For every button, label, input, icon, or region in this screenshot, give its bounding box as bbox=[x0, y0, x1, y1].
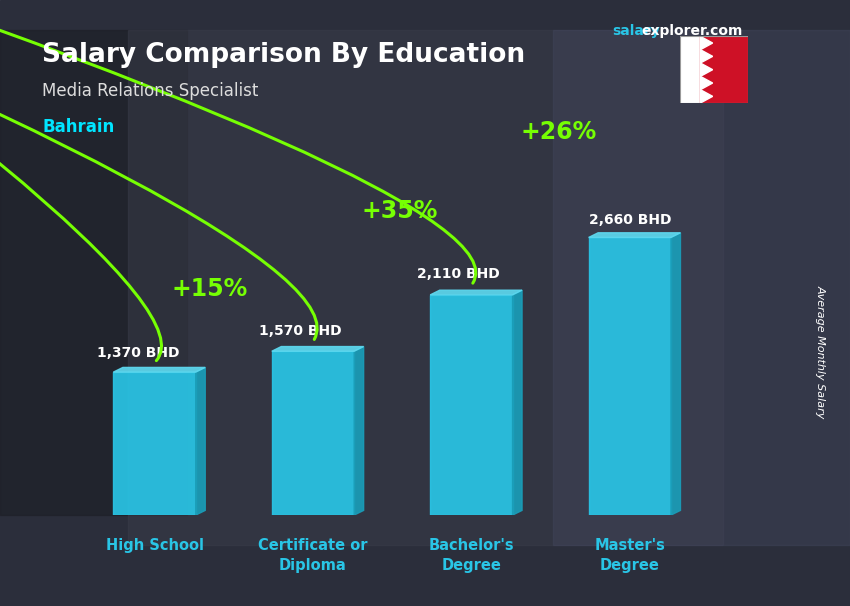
Bar bbox=[680, 36, 700, 103]
Text: Media Relations Specialist: Media Relations Specialist bbox=[42, 82, 259, 100]
Text: +15%: +15% bbox=[172, 277, 248, 301]
Text: Bachelor's
Degree: Bachelor's Degree bbox=[428, 538, 514, 573]
Bar bbox=[700, 36, 748, 103]
Polygon shape bbox=[354, 347, 364, 515]
Bar bbox=[272, 351, 354, 515]
Bar bbox=[430, 295, 513, 515]
Text: +35%: +35% bbox=[362, 199, 439, 223]
Polygon shape bbox=[700, 63, 712, 76]
Polygon shape bbox=[513, 290, 522, 515]
Text: salary: salary bbox=[612, 24, 660, 38]
Text: 2,660 BHD: 2,660 BHD bbox=[588, 213, 671, 227]
Polygon shape bbox=[700, 36, 712, 50]
Polygon shape bbox=[700, 50, 712, 63]
Text: High School: High School bbox=[105, 538, 203, 553]
Polygon shape bbox=[430, 290, 522, 295]
Text: Master's
Degree: Master's Degree bbox=[594, 538, 666, 573]
Polygon shape bbox=[700, 76, 712, 90]
Polygon shape bbox=[588, 233, 681, 238]
Polygon shape bbox=[196, 367, 205, 515]
Bar bbox=[552, 30, 850, 545]
Text: Salary Comparison By Education: Salary Comparison By Education bbox=[42, 42, 525, 68]
Text: Average Monthly Salary: Average Monthly Salary bbox=[815, 285, 825, 418]
Text: explorer.com: explorer.com bbox=[642, 24, 743, 38]
Bar bbox=[128, 30, 722, 545]
Polygon shape bbox=[671, 233, 681, 515]
Polygon shape bbox=[0, 30, 187, 515]
Text: Certificate or
Diploma: Certificate or Diploma bbox=[258, 538, 368, 573]
Bar bbox=[588, 238, 671, 515]
Text: 1,570 BHD: 1,570 BHD bbox=[259, 324, 342, 338]
Polygon shape bbox=[113, 367, 205, 372]
Text: 1,370 BHD: 1,370 BHD bbox=[98, 345, 180, 359]
Text: +26%: +26% bbox=[520, 120, 597, 144]
Polygon shape bbox=[700, 90, 712, 103]
Text: Bahrain: Bahrain bbox=[42, 118, 115, 136]
Text: 2,110 BHD: 2,110 BHD bbox=[417, 267, 500, 281]
Polygon shape bbox=[272, 347, 364, 351]
Bar bbox=[113, 372, 196, 515]
